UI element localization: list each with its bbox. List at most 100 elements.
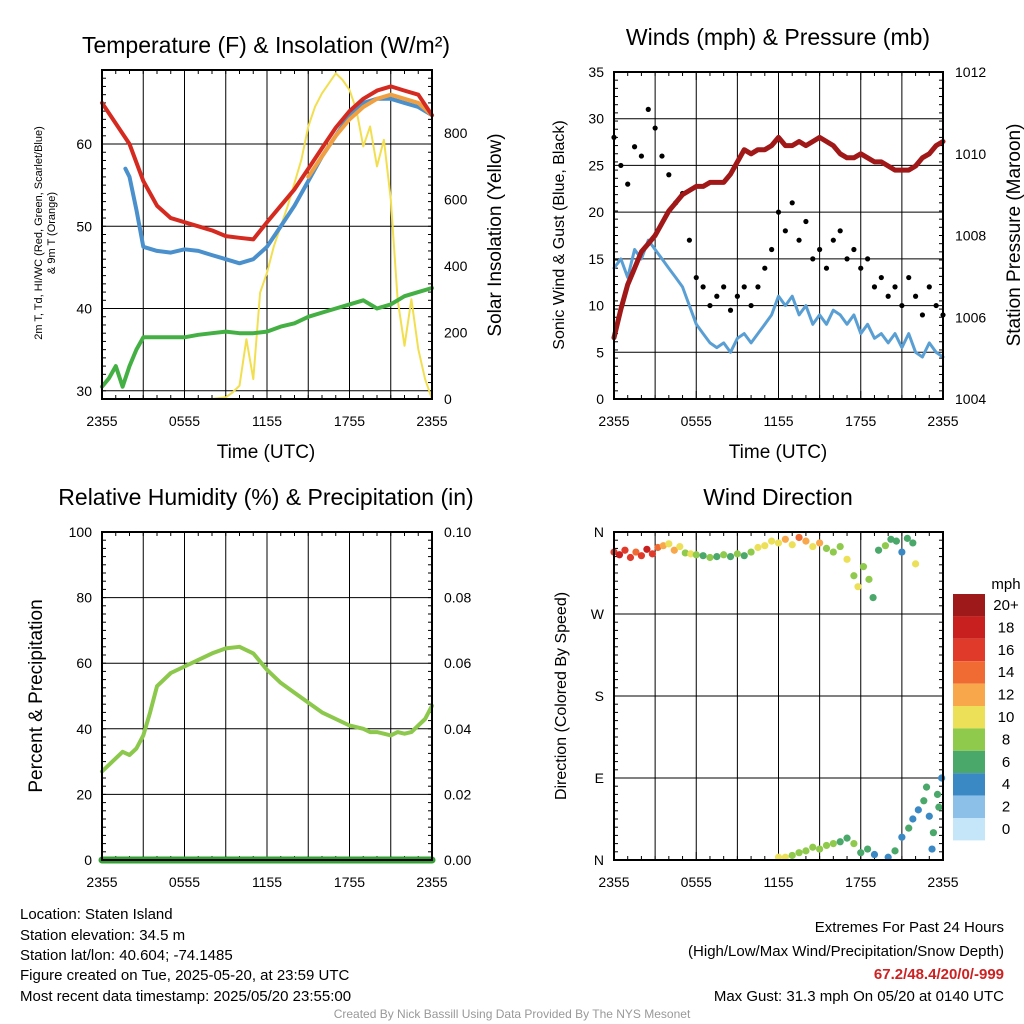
rh-y-tick-label: 60: [76, 655, 92, 671]
direction-point: [681, 549, 689, 557]
elevation-text: Station elevation: 34.5 m: [20, 927, 186, 944]
direction-point: [925, 812, 933, 820]
temp-y-axis-title-1: 2m T, Td, HI/WC (Red, Green, Scarlet/Blu…: [33, 126, 45, 340]
temp-x-axis-title: Time (UTC): [217, 442, 316, 463]
gust-point: [755, 284, 761, 290]
gust-point: [878, 274, 884, 281]
dir-panel-title: Wind Direction: [703, 484, 853, 510]
gust-point: [714, 293, 720, 299]
gust-point: [652, 125, 658, 131]
gust-point: [837, 228, 843, 234]
rh-x-tick-label: 0555: [169, 874, 200, 890]
latlon-text: Station lat/lon: 40.604; -74.1485: [20, 947, 233, 964]
direction-point: [699, 552, 707, 560]
direction-point: [870, 850, 879, 859]
wind-x-axis-title: Time (UTC): [729, 442, 828, 463]
dir-y-tick-label: N: [594, 852, 604, 868]
wind-plot-border: [613, 71, 944, 400]
direction-point: [850, 840, 858, 848]
legend-swatch: [953, 616, 985, 639]
temp-y-tick-label: 50: [76, 218, 92, 234]
direction-point: [632, 548, 640, 556]
direction-point: [928, 845, 936, 853]
direction-point: [761, 542, 769, 550]
rh-y-tick-label: 20: [76, 786, 92, 802]
gust-point: [830, 237, 836, 243]
direction-point: [909, 815, 917, 823]
dewpoint-series-line: [100, 286, 434, 389]
gust-point: [741, 284, 747, 290]
direction-point: [938, 774, 946, 782]
rh-x-tick-label: 1755: [334, 874, 365, 890]
direction-point: [865, 575, 873, 583]
direction-point: [929, 829, 938, 837]
direction-point: [733, 550, 741, 558]
direction-point: [713, 553, 721, 561]
wind-y2-tick-label: 1012: [955, 64, 986, 80]
direction-point: [922, 783, 931, 791]
gust-point: [748, 302, 754, 309]
direction-point: [670, 546, 678, 554]
wind-y-tick-label: 35: [588, 64, 604, 80]
legend-label: 8: [1002, 731, 1010, 748]
direction-point: [637, 552, 646, 560]
direction-point: [754, 543, 762, 552]
wind-x-tick-label: 1155: [763, 413, 793, 429]
direction-point: [850, 572, 858, 580]
direction-point: [687, 550, 695, 558]
rh-series-line: [100, 644, 434, 774]
gust-point: [707, 302, 713, 309]
legend-label: 10: [998, 709, 1015, 726]
legend-label: 4: [1002, 776, 1010, 793]
direction-point: [643, 545, 651, 553]
dir-y-axis-title: Direction (Colored By Speed): [553, 592, 570, 800]
direction-point: [881, 542, 890, 550]
dir-y-tick-label: N: [594, 524, 604, 540]
direction-point: [869, 594, 877, 602]
legend-swatch: [953, 773, 985, 796]
rh-x-tick-label: 1155: [252, 874, 282, 890]
direction-point: [920, 797, 928, 805]
gust-point: [762, 265, 768, 271]
pressure-series-line: [611, 134, 946, 341]
dir-x-tick-label: 2355: [598, 874, 629, 890]
temp-y-axis-title-2: & 9m T (Orange): [46, 192, 58, 274]
sonic-wind-series-line: [612, 238, 945, 359]
rh-y2-tick-label: 0.02: [444, 786, 471, 802]
legend-swatch: [953, 661, 985, 684]
2m-temp-series-line: [100, 84, 434, 242]
direction-point: [891, 847, 899, 855]
gust-point: [885, 293, 891, 299]
gust-point: [892, 284, 898, 290]
gust-point: [899, 302, 905, 309]
direction-point: [829, 840, 837, 848]
direction-point: [665, 540, 673, 548]
direction-point: [615, 551, 624, 559]
temp-y-tick-label: 60: [76, 136, 92, 152]
legend-label: 2: [1002, 799, 1010, 816]
rh-y-tick-label: 80: [76, 590, 92, 606]
direction-point: [816, 539, 824, 547]
dir-x-tick-label: 0555: [681, 874, 712, 890]
direction-point: [898, 548, 906, 556]
gust-point: [823, 265, 830, 271]
legend-swatch: [953, 818, 985, 841]
gust-point: [858, 265, 864, 271]
temp-x-tick-label: 1755: [334, 413, 365, 429]
extremes-subtitle: (High/Low/Max Wind/Precipitation/Snow De…: [688, 943, 1004, 960]
gust-point: [919, 312, 926, 318]
direction-point: [816, 845, 824, 853]
wind-x-tick-label: 2355: [927, 413, 958, 429]
rh-x-tick-label: 2355: [86, 874, 117, 890]
gust-point: [638, 153, 645, 159]
dir-x-tick-label: 1755: [845, 874, 876, 890]
legend-swatch: [953, 750, 985, 774]
direction-point: [747, 548, 755, 556]
legend-label: 12: [998, 687, 1015, 704]
temp-plot-border: [101, 69, 433, 400]
direction-point: [795, 533, 803, 542]
direction-point: [768, 537, 776, 545]
direction-point: [911, 560, 920, 568]
direction-point: [809, 542, 817, 551]
